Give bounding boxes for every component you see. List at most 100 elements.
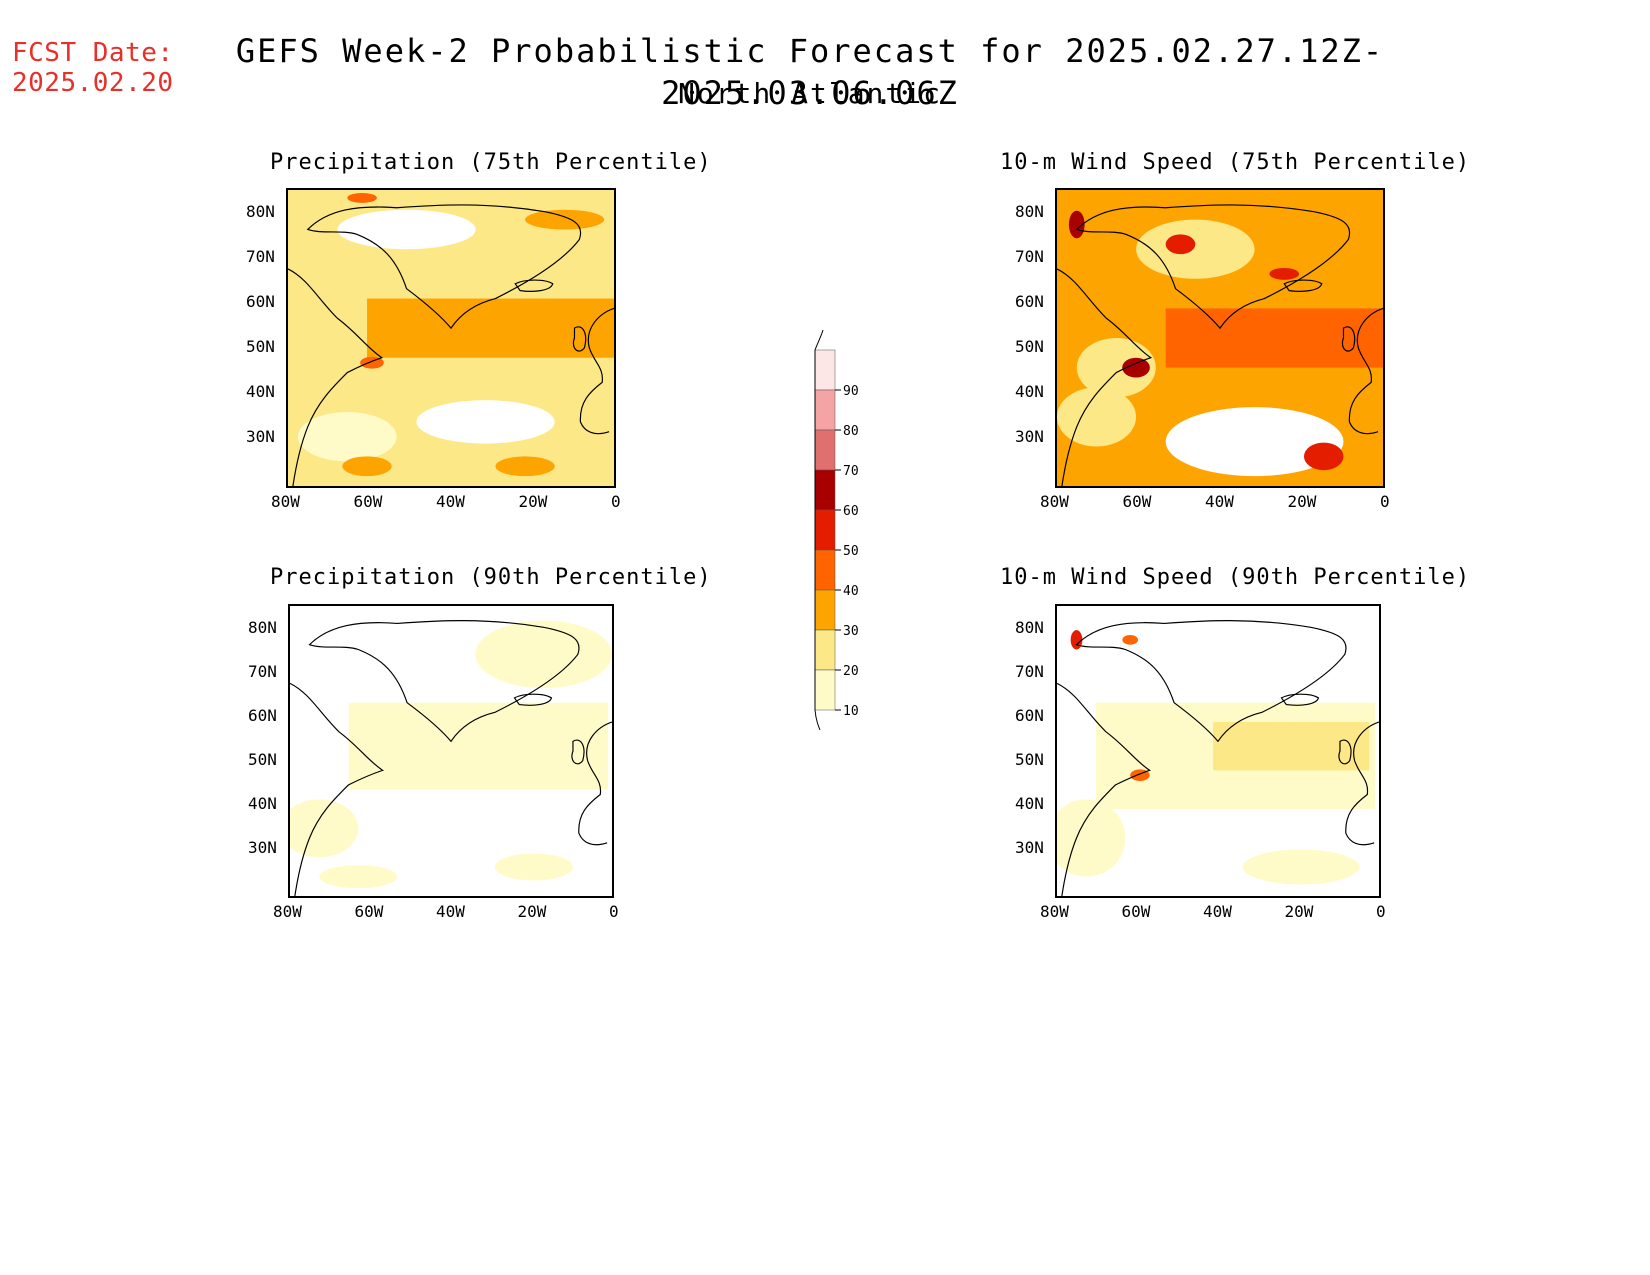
lon-tick-label: 40W <box>436 902 465 921</box>
colorbar-tick-label: 20 <box>843 664 859 679</box>
colorbar-swatch <box>814 509 836 551</box>
colorbar-tick-label: 50 <box>843 544 859 559</box>
colorbar-legend: 10 20 30 40 50 60 70 80 90 <box>795 329 875 731</box>
field-shade <box>367 298 614 358</box>
lon-tick-label: 20W <box>518 492 548 511</box>
lat-tick-label: 50N <box>246 337 275 356</box>
field-shade <box>525 209 605 230</box>
colorbar-swatch <box>814 389 836 431</box>
field-shade <box>342 456 392 477</box>
lon-tick-label: 0 <box>1380 492 1390 511</box>
field-shade <box>495 456 555 477</box>
map-field-svg <box>1057 606 1379 896</box>
forecast-date-value: 2025.02.20 <box>12 68 174 98</box>
colorbar-swatch <box>814 469 836 511</box>
colorbar-tick-label: 10 <box>843 704 859 719</box>
map-panel <box>1055 188 1385 488</box>
lon-tick-label: 60W <box>353 492 383 511</box>
lat-tick-label: 60N <box>1015 706 1044 725</box>
coastline <box>290 682 385 896</box>
panel-title: 10-m Wind Speed (75th Percentile) <box>1000 150 1471 175</box>
lat-tick-label: 70N <box>1015 247 1044 266</box>
coastline <box>1338 739 1352 765</box>
forecast-date-block: FCST Date: 2025.02.20 <box>12 38 174 98</box>
colorbar-tick-label: 40 <box>843 584 859 599</box>
lon-tick-label: 80W <box>1040 902 1069 921</box>
field-shade <box>297 412 397 462</box>
lat-tick-label: 60N <box>246 292 275 311</box>
panel-title: Precipitation (90th Percentile) <box>270 565 712 590</box>
lat-tick-label: 80N <box>246 202 275 221</box>
lat-tick-label: 40N <box>246 382 275 401</box>
map-panel <box>286 188 616 488</box>
field-shade <box>1165 234 1196 255</box>
lat-tick-label: 70N <box>248 662 277 681</box>
coastline <box>579 307 614 435</box>
forecast-date-label: FCST Date: <box>12 38 174 68</box>
lon-tick-label: 60W <box>1122 492 1152 511</box>
lat-tick-label: 40N <box>1015 382 1044 401</box>
lat-tick-label: 70N <box>1015 662 1044 681</box>
lat-tick-label: 80N <box>1015 618 1044 637</box>
lat-tick-label: 60N <box>248 706 277 725</box>
coastline <box>1348 307 1383 435</box>
colorbar-swatch <box>814 629 836 671</box>
field-shade <box>1242 849 1360 885</box>
coastline <box>1280 693 1320 706</box>
field-shade <box>1070 630 1083 650</box>
lon-tick-label: 80W <box>273 902 302 921</box>
field-shade <box>494 853 573 881</box>
field-shade <box>1303 442 1344 471</box>
coastline <box>578 721 612 846</box>
lon-tick-label: 20W <box>517 902 547 921</box>
colorbar-svg: 10 20 30 40 50 60 70 80 90 <box>814 329 859 731</box>
lon-tick-label: 60W <box>1121 902 1151 921</box>
field-shade <box>348 702 609 790</box>
field-shade <box>1165 308 1383 368</box>
field-shade <box>1269 267 1300 280</box>
colorbar-swatch <box>814 349 836 391</box>
lon-tick-label: 0 <box>1376 902 1386 921</box>
lat-tick-label: 30N <box>246 427 275 446</box>
lat-tick-label: 30N <box>248 838 277 857</box>
map-field-svg <box>290 606 612 896</box>
lat-tick-label: 80N <box>1015 202 1044 221</box>
lat-tick-label: 40N <box>248 794 277 813</box>
lon-tick-label: 40W <box>1203 902 1232 921</box>
map-panel <box>288 604 614 898</box>
colorbar-tick-label: 30 <box>843 624 859 639</box>
lon-tick-label: 80W <box>271 492 300 511</box>
field-shade <box>416 400 555 444</box>
lat-tick-label: 50N <box>1015 750 1044 769</box>
field-shade <box>475 620 612 689</box>
lon-tick-label: 40W <box>1205 492 1234 511</box>
field-shade <box>1165 407 1344 477</box>
coastline <box>1341 326 1356 352</box>
lat-tick-label: 30N <box>1015 427 1044 446</box>
lat-tick-label: 70N <box>246 247 275 266</box>
lon-tick-label: 0 <box>611 492 621 511</box>
lon-tick-label: 60W <box>354 902 384 921</box>
lon-tick-label: 20W <box>1284 902 1314 921</box>
colorbar-tick-label: 60 <box>843 504 859 519</box>
colorbar-tick-label: 70 <box>843 464 859 479</box>
colorbar-swatch <box>814 549 836 591</box>
page-title: GEFS Week-2 Probabilistic Forecast for 2… <box>235 32 1385 112</box>
panel-title: 10-m Wind Speed (90th Percentile) <box>1000 565 1471 590</box>
map-panel <box>1055 604 1381 898</box>
colorbar-swatch <box>814 429 836 471</box>
lat-tick-label: 50N <box>1015 337 1044 356</box>
colorbar-tick-label: 90 <box>843 384 859 399</box>
field-shade <box>1213 722 1370 771</box>
coastline <box>514 279 554 292</box>
lat-tick-label: 60N <box>1015 292 1044 311</box>
coastline <box>572 326 587 352</box>
coastline <box>1345 721 1379 846</box>
field-shade <box>1057 387 1137 447</box>
coastline <box>1057 682 1152 896</box>
colorbar-tick-label: 80 <box>843 424 859 439</box>
map-field-svg <box>288 190 614 486</box>
colorbar-top-cap <box>814 329 824 351</box>
lon-tick-label: 20W <box>1287 492 1317 511</box>
region-subtitle: North Atlantic <box>677 77 942 110</box>
